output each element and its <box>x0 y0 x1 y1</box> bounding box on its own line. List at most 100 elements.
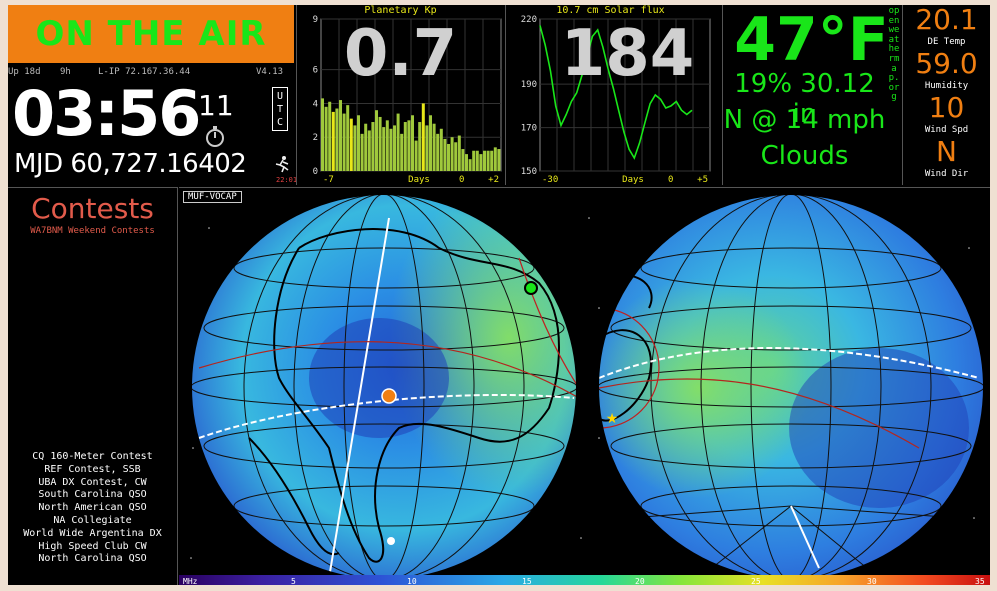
kp-bar <box>346 105 350 171</box>
map-mode-tag[interactable]: MUF-VOCAP <box>183 191 242 203</box>
kp-panel[interactable]: Planetary Kp 9 6 4 2 0 -7 0 +2 Days 0.7 <box>296 5 504 185</box>
kp-bar <box>497 149 501 171</box>
kp-bar <box>378 116 382 171</box>
kp-bar <box>393 125 396 171</box>
kp-bar <box>411 115 414 171</box>
y-tick-label: 220 <box>521 15 537 25</box>
list-item[interactable]: North Carolina QSO <box>38 553 147 565</box>
utc-seconds: 11 <box>198 89 234 122</box>
kp-bar <box>472 150 476 171</box>
scale-tick: 30 <box>867 577 877 585</box>
runner-icon[interactable] <box>274 155 290 173</box>
kp-bar <box>360 133 364 171</box>
list-item[interactable]: World Wide Argentina DX <box>23 527 162 539</box>
kp-bar <box>436 133 440 171</box>
flux-series-line <box>539 25 693 160</box>
solar-flux-panel[interactable]: 10.7 cm Solar flux 220 190 170 150 -30 0 +5 Day… <box>505 5 715 185</box>
stopwatch-icon[interactable] <box>204 125 226 147</box>
kp-bar <box>486 150 490 171</box>
contests-panel[interactable]: Contests WA7BNM Weekend Contests CQ 160-… <box>8 187 178 585</box>
kp-bar <box>439 128 443 171</box>
contest-list: CQ 160-Meter Contest REF Contest, SSB UB… <box>8 451 177 566</box>
wind-dir-label: Wind Dir <box>924 169 969 179</box>
list-item[interactable]: REF Contest, SSB <box>44 463 141 475</box>
y-tick-label: 0 <box>313 167 318 177</box>
kp-bar <box>450 137 454 171</box>
kp-bar <box>349 118 353 171</box>
kp-bar <box>421 103 425 171</box>
kp-bar <box>461 149 465 171</box>
kp-bar <box>364 123 368 171</box>
weather-temp: 47°F <box>734 5 889 75</box>
weather-line-3: Clouds <box>760 141 849 171</box>
kp-bar <box>425 125 429 171</box>
dx-location-marker[interactable] <box>524 281 538 295</box>
wind-speed-label: Wind Spd <box>924 125 969 135</box>
flux-value: 184 <box>560 17 695 91</box>
kp-bar <box>407 120 411 171</box>
weather-panel[interactable]: 47°F 19% 30.12 in N @ 14 mph Clouds open… <box>722 5 900 185</box>
contests-subtitle: WA7BNM Weekend Contests <box>30 226 155 236</box>
y-tick-label: 4 <box>313 99 318 109</box>
scale-tick: 35 <box>975 577 985 585</box>
kp-bar <box>403 122 407 171</box>
kp-bar <box>367 130 371 171</box>
list-item[interactable]: North American QSO <box>38 502 147 514</box>
x-tick-label: +5 <box>697 175 708 185</box>
muf-map: ★ <box>190 193 985 576</box>
kp-bar <box>331 111 335 171</box>
scale-tick: 5 <box>291 577 296 585</box>
moon-icon <box>387 537 395 545</box>
list-item[interactable]: NA Collegiate <box>53 514 132 526</box>
world-map[interactable]: ★ MUF-VOCAP MHz 5 10 15 20 25 30 35 <box>179 187 990 585</box>
kp-bar <box>443 138 447 171</box>
list-item[interactable]: High Speed Club CW <box>38 540 147 552</box>
kp-bar <box>447 143 450 171</box>
kp-bar <box>328 101 332 171</box>
weather-line-2: N @ 14 mph <box>723 105 886 135</box>
kp-bar <box>342 113 346 171</box>
list-item[interactable]: UBA DX Contest, CW <box>38 476 147 488</box>
muf-color-scale: MHz 5 10 15 20 25 30 35 <box>179 575 990 585</box>
kp-bar <box>479 154 483 171</box>
kp-title: Planetary Kp <box>364 5 437 16</box>
de-location-marker[interactable] <box>381 388 397 404</box>
kp-bar <box>493 147 497 171</box>
list-item[interactable]: CQ 160-Meter Contest <box>32 451 153 462</box>
on-air-indicator[interactable]: ON THE AIR <box>8 5 294 63</box>
kp-bar <box>321 98 324 171</box>
scale-tick: 15 <box>522 577 532 585</box>
kp-bar <box>400 133 404 171</box>
version-label: V4.13 <box>256 67 284 77</box>
kp-bar <box>429 115 432 171</box>
wind-speed-value: 10 <box>928 91 965 124</box>
y-tick-label: 190 <box>521 80 537 90</box>
kp-bar <box>396 113 400 171</box>
stats-panel[interactable]: 20.1 DE Temp 59.0 Humidity 10 Wind Spd N… <box>902 5 990 185</box>
local-ip: L-IP 72.167.36.44 <box>98 67 191 77</box>
x-tick-label: -30 <box>542 175 558 185</box>
kp-bar <box>385 120 389 171</box>
list-item[interactable]: South Carolina QSO <box>38 489 147 501</box>
utc-label: UTC <box>277 91 284 128</box>
kp-bar <box>389 128 393 171</box>
scale-tick: 25 <box>751 577 761 585</box>
kp-bar <box>475 150 479 171</box>
kp-bar <box>454 142 458 171</box>
de-temp-value: 20.1 <box>915 5 978 36</box>
hamclock-screen: ON THE AIR Up 18d 9h L-IP 72.167.36.44 V… <box>8 5 990 585</box>
clock-panel[interactable]: Up 18d 9h L-IP 72.167.36.44 V4.13 03:56 … <box>8 65 297 185</box>
y-tick-label: 150 <box>521 167 537 177</box>
flux-chart: 220 190 170 150 -30 0 +5 Days <box>521 15 711 185</box>
kp-bar <box>483 150 486 171</box>
sun-icon: ★ <box>606 411 619 427</box>
kp-chart: 9 6 4 2 0 -7 0 +2 Days <box>313 15 502 185</box>
contests-title: Contests <box>31 192 154 225</box>
utc-time[interactable]: 03:56 <box>12 77 201 150</box>
scale-unit: MHz <box>183 577 198 585</box>
utc-toggle[interactable]: UTC <box>272 87 288 131</box>
x-tick-label: +2 <box>488 175 499 185</box>
kp-bar <box>490 150 494 171</box>
mjd-readout: MJD 60,727.16402 <box>14 149 247 179</box>
